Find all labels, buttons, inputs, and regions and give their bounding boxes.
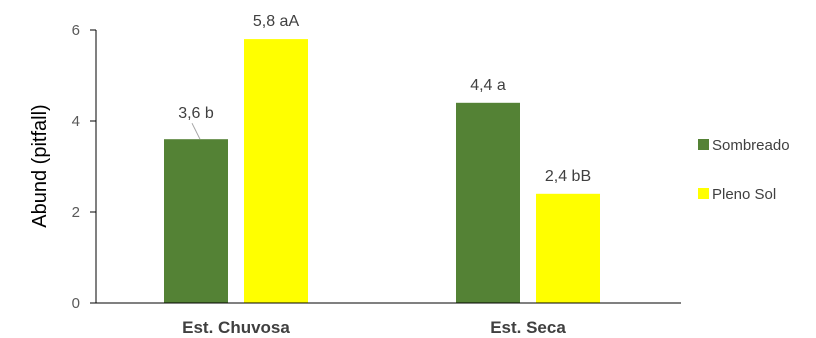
data-label: 4,4 a <box>470 77 506 94</box>
data-label: 3,6 b <box>178 105 214 122</box>
legend-swatch <box>698 139 709 150</box>
data-label: 2,4 bB <box>545 168 591 185</box>
bar-sombreado <box>164 139 228 303</box>
y-tick-label: 2 <box>72 204 80 221</box>
bar-pleno-sol <box>536 193 600 303</box>
y-axis-ticks: 0 2 4 6 <box>72 22 96 312</box>
y-tick-label: 4 <box>72 113 80 130</box>
y-tick-label: 6 <box>72 22 80 39</box>
y-axis-label: Abund (pitfall) <box>29 104 51 227</box>
y-tick-label: 0 <box>72 295 80 312</box>
bar-pleno-sol <box>244 39 308 303</box>
bar-sombreado <box>456 102 520 303</box>
x-axis-categories: Est. Chuvosa Est. Seca <box>182 318 566 337</box>
data-label-leader <box>191 122 201 140</box>
legend-swatch <box>698 188 709 199</box>
legend: Sombreado Pleno Sol <box>698 137 790 203</box>
x-category-label: Est. Seca <box>490 318 566 337</box>
x-category-label: Est. Chuvosa <box>182 318 290 337</box>
data-label: 5,8 aA <box>253 13 300 30</box>
legend-label: Sombreado <box>712 137 790 154</box>
bars: 3,6 b 5,8 aA 4,4 a 2,4 bB <box>164 13 600 303</box>
legend-label: Pleno Sol <box>712 186 776 203</box>
